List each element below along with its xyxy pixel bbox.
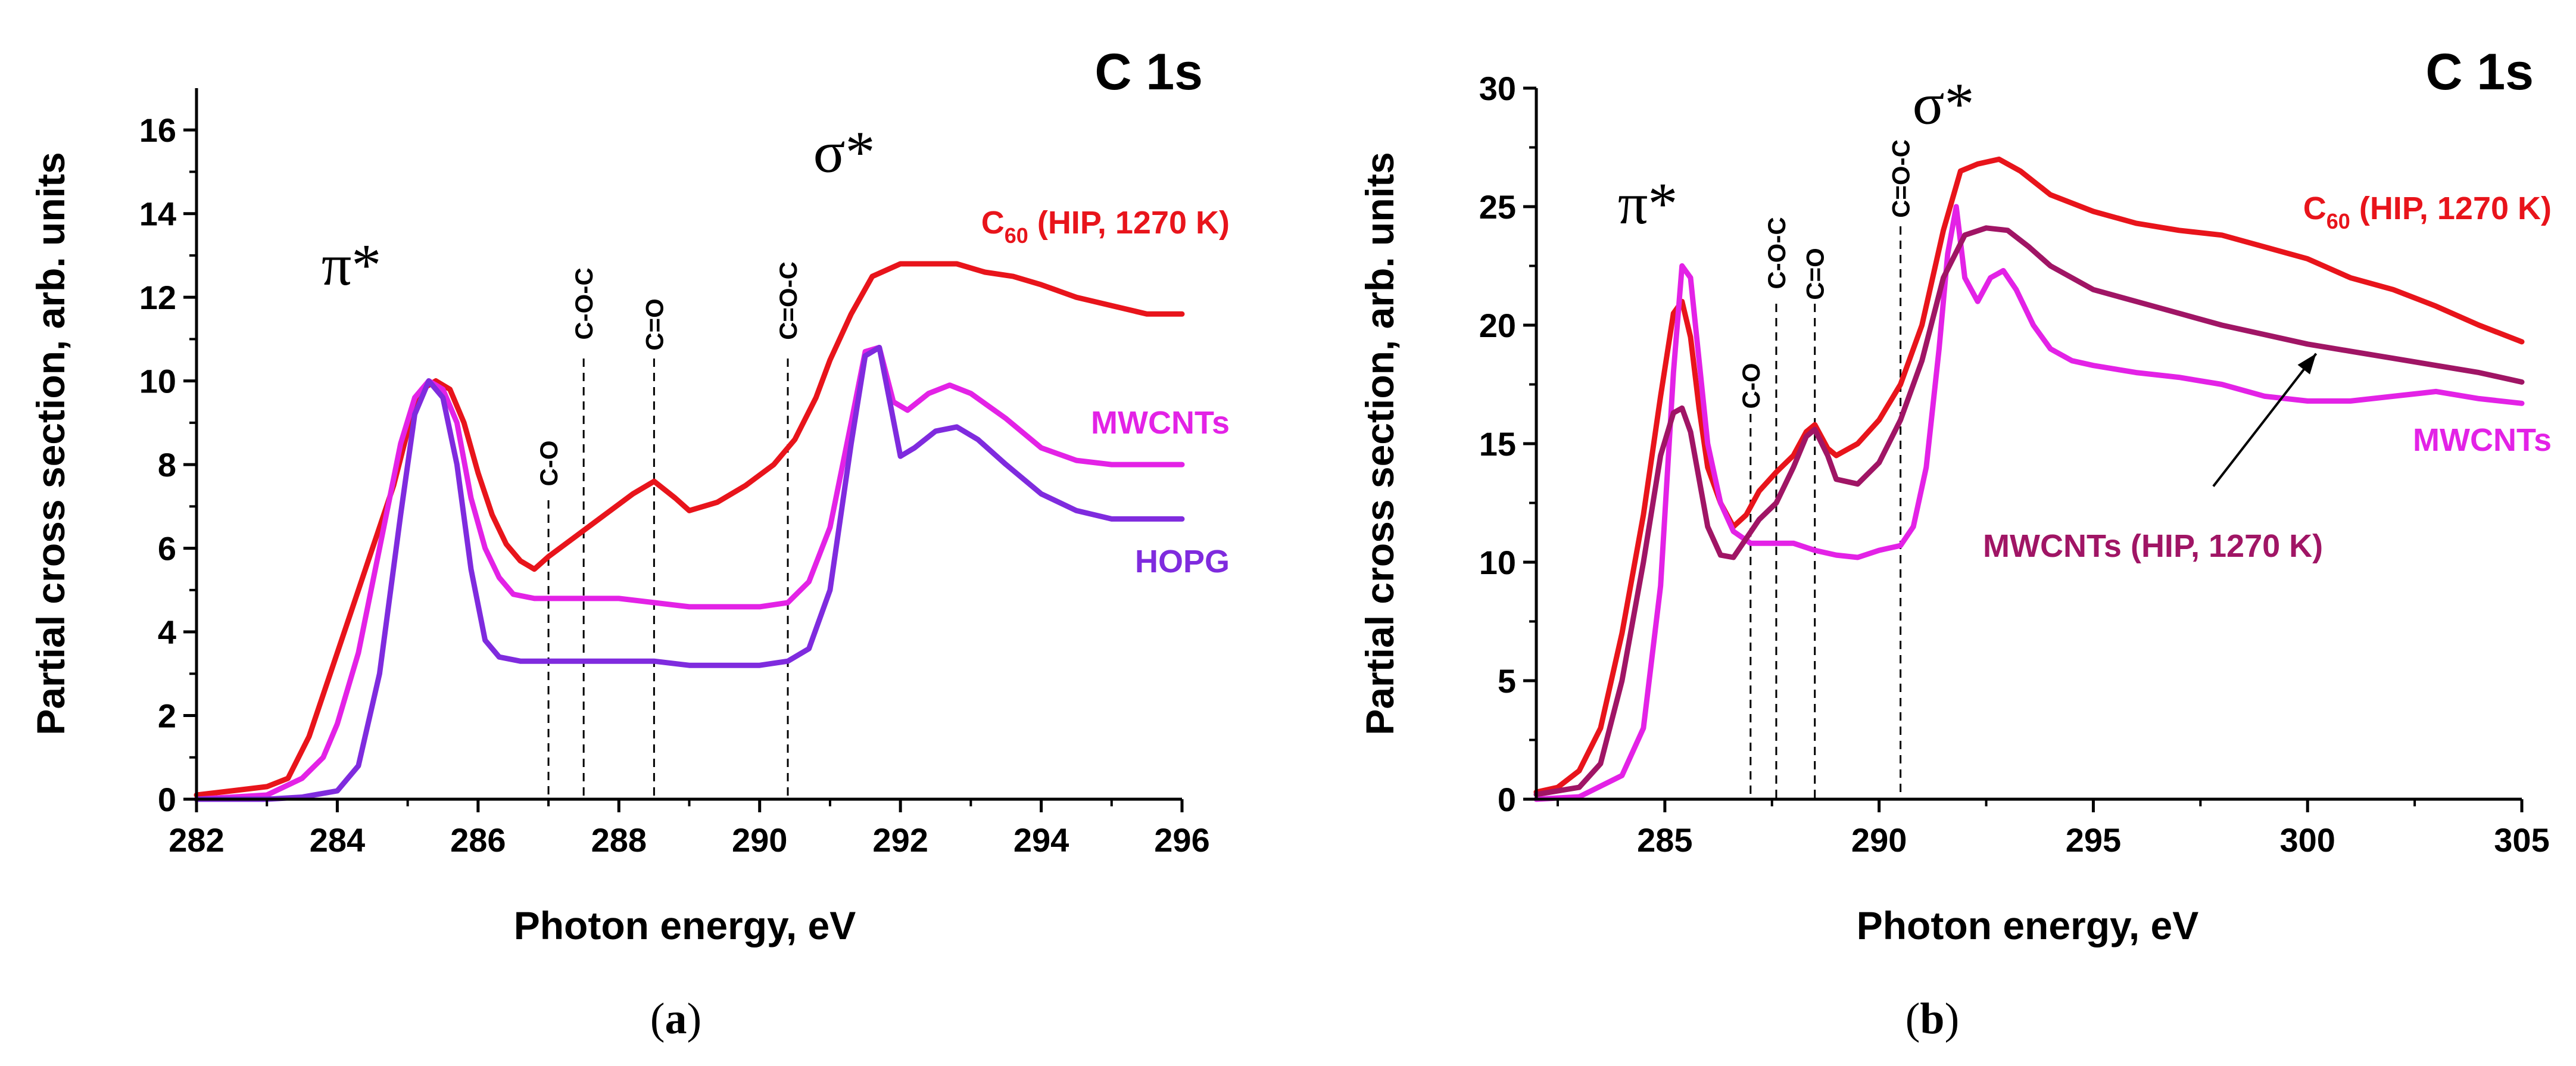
y-tick-label: 5 <box>1498 662 1516 700</box>
x-tick-label: 285 <box>1637 821 1692 859</box>
sigma-star-label: σ* <box>1913 71 1975 137</box>
x-tick-label: 305 <box>2494 821 2549 859</box>
y-tick-label: 2 <box>158 697 176 735</box>
x-tick-label: 290 <box>1851 821 1907 859</box>
y-tick-label: 15 <box>1479 425 1516 463</box>
x-tick-label: 296 <box>1154 821 1209 859</box>
reference-line-label: C-O <box>535 441 563 487</box>
y-tick-label: 8 <box>158 446 176 484</box>
y-tick-label: 4 <box>158 613 176 651</box>
series-group <box>194 261 1185 802</box>
axes: 282 284 286 288 290 292 294 296 0 2 4 6 8 10 12 14 16 <box>139 88 1210 859</box>
reference-line-label: C-O <box>1737 363 1765 409</box>
annotation-arrowhead <box>2297 353 2316 375</box>
x-tick-label: 282 <box>169 821 224 859</box>
reference-line-label: C=O-C <box>774 261 802 340</box>
reference-line-label: C-O-C <box>570 267 598 339</box>
pi-star-label: π* <box>322 232 382 298</box>
x-axis-label: Photon energy, eV <box>1857 903 2199 947</box>
legend-mwcnts: MWCNTs <box>1091 405 1230 441</box>
annotation-arrow <box>2212 353 2318 487</box>
reference-line-label: C-O-C <box>1763 217 1791 289</box>
legend-c60-hip: C60 (HIP, 1270 K) <box>2303 191 2552 233</box>
y-tick-label: 20 <box>1479 307 1516 344</box>
y-tick-label: 25 <box>1479 188 1516 226</box>
chart-panel-a: C-OC-O-C C=O C=O-C 282 284 286 288 290 292 294 29… <box>29 43 1230 1043</box>
y-axis-label: Partial cross section, arb. units <box>1358 152 1402 735</box>
series-line <box>1533 225 2525 797</box>
x-tick-label: 294 <box>1013 821 1069 859</box>
y-tick-label: 0 <box>158 781 176 818</box>
pi-star-label: π* <box>1618 170 1678 236</box>
series-line <box>194 345 1185 802</box>
y-tick-label: 10 <box>1479 544 1516 581</box>
x-tick-label: 300 <box>2279 821 2335 859</box>
reference-lines: C-O C-O-C C=O C=O-C <box>1737 139 1915 799</box>
y-tick-label: 14 <box>139 195 176 233</box>
y-tick-label: 0 <box>1498 781 1516 818</box>
series-line <box>194 261 1185 798</box>
x-axis-label: Photon energy, eV <box>514 903 856 947</box>
y-tick-label: 12 <box>139 279 176 316</box>
legend-mwcnts-hip: MWCNTs (HIP, 1270 K) <box>1983 528 2323 564</box>
series-line <box>194 345 1185 802</box>
x-tick-label: 292 <box>872 821 928 859</box>
y-tick-label: 6 <box>158 530 176 568</box>
y-tick-label: 16 <box>139 111 176 149</box>
x-tick-label: 288 <box>591 821 647 859</box>
chart-panel-b: C-O C-O-C C=O C=O-C 285 290 295 300 305 0 5 10 15 20… <box>1358 43 2552 1043</box>
y-axis-label: Partial cross section, arb. units <box>29 152 73 735</box>
reference-line-label: C=O <box>1801 248 1829 300</box>
panel-label-b: (b) <box>1906 995 1959 1043</box>
chart-title: C 1s <box>2425 43 2534 101</box>
legend-hopg: HOPG <box>1135 544 1230 579</box>
series-line <box>1533 204 2525 802</box>
y-tick-label: 10 <box>139 363 176 400</box>
reference-lines: C-O C-O-C C=O C=O-C <box>535 261 802 799</box>
chart-title: C 1s <box>1094 43 1203 101</box>
sigma-star-label: σ* <box>813 119 875 185</box>
x-tick-label: 290 <box>732 821 787 859</box>
x-tick-label: 286 <box>450 821 506 859</box>
panel-label-a: (a) <box>650 995 701 1043</box>
series-line <box>1533 156 2525 795</box>
y-tick-label: 30 <box>1479 70 1516 107</box>
series-group <box>1533 156 2525 802</box>
legend-mwcnts: MWCNTs <box>2413 422 2552 458</box>
x-tick-label: 295 <box>2066 821 2121 859</box>
reference-line-label: C=O-C <box>1887 139 1915 218</box>
axes: 285 290 295 300 305 0 5 10 15 20 25 30 <box>1479 70 2550 859</box>
x-tick-label: 284 <box>310 821 365 859</box>
reference-line-label: C=O <box>640 298 668 351</box>
legend-c60-hip: C60 (HIP, 1270 K) <box>981 205 1230 248</box>
